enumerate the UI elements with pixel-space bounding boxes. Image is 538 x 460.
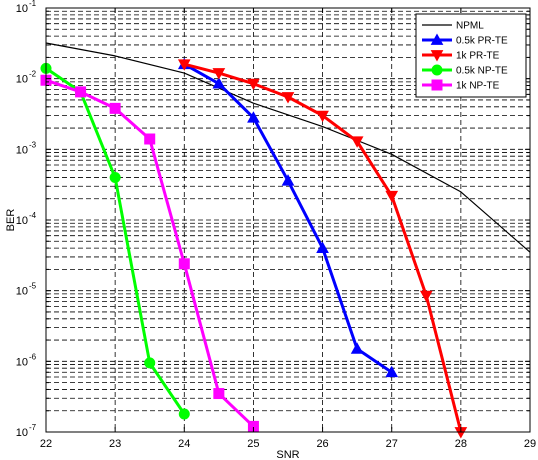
x-tick-label: 28 [455, 438, 467, 450]
x-tick-label: 23 [109, 438, 121, 450]
data-point-1k-np-te [144, 133, 156, 145]
data-point-1k-pr-te [177, 59, 191, 71]
y-tick-label: 10 [16, 144, 28, 156]
y-tick-labels: 10-110-210-310-410-510-610-7 [16, 0, 37, 439]
data-point-1k-np-te [109, 102, 121, 114]
legend-swatch-marker [431, 79, 443, 91]
x-tick-label: 22 [40, 438, 52, 450]
x-tick-label: 24 [178, 438, 190, 450]
data-point-0-5k-np-te [109, 171, 121, 183]
y-tick-label: 10 [16, 74, 28, 86]
legend-label: 0.5k NP-TE [456, 66, 508, 77]
legend-swatch-marker [430, 33, 444, 45]
legend-label: 0.5k PR-TE [456, 36, 508, 47]
x-tick-label: 26 [316, 438, 328, 450]
y-tick-exponent: -1 [29, 0, 37, 8]
data-point-0-5k-pr-te [212, 77, 226, 89]
data-point-1k-np-te [178, 258, 190, 270]
y-tick-exponent: -3 [29, 140, 37, 149]
y-tick-exponent: -4 [29, 211, 37, 220]
y-tick-label: 10 [16, 3, 28, 15]
data-point-0-5k-pr-te [247, 111, 260, 123]
data-point-1k-pr-te [385, 190, 399, 203]
data-point-1k-pr-te [419, 290, 433, 303]
data-point-1k-pr-te [247, 78, 260, 91]
y-axis-label: BER [5, 209, 17, 232]
grid [46, 8, 530, 432]
data-point-1k-np-te [213, 388, 225, 400]
series-0-5k-pr-te [177, 57, 399, 378]
y-tick-label: 10 [16, 427, 28, 439]
data-point-1k-pr-te [281, 92, 295, 104]
y-tick-exponent: -2 [29, 70, 37, 79]
y-tick-exponent: -5 [29, 282, 37, 291]
legend-item-npml: NPML [422, 21, 484, 32]
data-point-0-5k-np-te [178, 408, 190, 420]
data-point-0-5k-pr-te [316, 241, 329, 254]
legend-item-0-5k-np-te: 0.5k NP-TE [422, 64, 508, 77]
legend: NPML 0.5k PR-TE 1k PR-TE 0.5k NP-TE 1k NP-TE [415, 13, 527, 98]
y-tick-label: 10 [16, 215, 28, 227]
x-tick-label: 27 [386, 438, 398, 450]
series-npml [45, 42, 531, 253]
legend-swatch-marker [430, 50, 444, 62]
y-tick-label: 10 [16, 286, 28, 298]
legend-item-1k-np-te: 1k NP-TE [422, 79, 500, 92]
data-point-0-5k-np-te [144, 357, 156, 369]
legend-label: 1k NP-TE [456, 81, 500, 92]
y-tick-exponent: -6 [29, 352, 37, 361]
x-tick-label: 25 [247, 438, 259, 450]
legend-item-0-5k-pr-te: 0.5k PR-TE [422, 33, 508, 47]
data-point-1k-np-te [75, 86, 87, 98]
series-line-npml [45, 42, 531, 253]
series-layer [40, 42, 531, 439]
legend-item-1k-pr-te: 1k PR-TE [422, 50, 500, 62]
legend-label: 1k PR-TE [456, 51, 500, 62]
data-point-0-5k-pr-te [281, 174, 295, 186]
x-tick-label: 29 [524, 438, 536, 450]
axis-ticks [45, 8, 531, 432]
series-1k-pr-te [177, 59, 468, 439]
legend-swatch-marker [431, 64, 443, 76]
legend-label: NPML [456, 21, 484, 32]
y-tick-label: 10 [16, 356, 28, 368]
data-point-0-5k-pr-te [350, 342, 364, 354]
data-point-1k-pr-te [212, 68, 226, 80]
data-point-1k-pr-te [316, 110, 329, 123]
y-tick-exponent: -7 [29, 423, 37, 432]
data-point-0-5k-pr-te [385, 365, 399, 378]
x-tick-labels: 22 23 24 25 26 27 28 29 [40, 438, 536, 450]
x-axis-label: SNR [276, 449, 299, 460]
data-point-1k-pr-te [350, 136, 364, 148]
